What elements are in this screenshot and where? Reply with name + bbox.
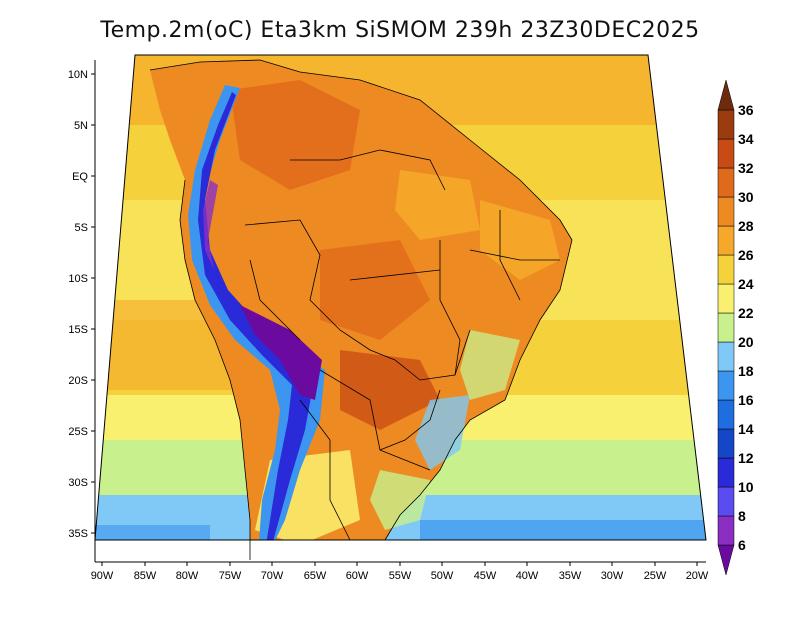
colorbar-label-24: 24 bbox=[738, 276, 754, 292]
colorbar-label-36: 36 bbox=[738, 102, 754, 118]
ocean-band-18 bbox=[420, 520, 706, 540]
latitude-axis: 10N 5N EQ 5S 10S 15S 20S 25S 30S 35S bbox=[68, 69, 95, 540]
colorbar-label-28: 28 bbox=[738, 218, 754, 234]
lon-label-80w: 80W bbox=[176, 570, 199, 582]
colorbar-labels: 6 8 10 12 14 16 18 20 22 24 26 28 30 32 … bbox=[738, 102, 754, 553]
colorbar-label-16: 16 bbox=[738, 392, 754, 408]
lon-label-40w: 40W bbox=[516, 570, 539, 582]
temperature-field bbox=[95, 55, 706, 540]
lat-label-10s: 10S bbox=[68, 273, 88, 285]
colorbar-segment-1 bbox=[717, 515, 735, 546]
colorbar-label-26: 26 bbox=[738, 247, 754, 263]
mild-region-amazon bbox=[395, 170, 480, 240]
lon-label-30w: 30W bbox=[601, 570, 624, 582]
lon-label-90w: 90W bbox=[91, 570, 114, 582]
colorbar bbox=[717, 79, 735, 576]
longitude-axis: 90W 85W 80W 75W 70W 65W 60W 55W 50W 45W … bbox=[91, 562, 709, 582]
colorbar-segment-below-min bbox=[717, 544, 735, 576]
colorbar-label-12: 12 bbox=[738, 450, 754, 466]
mild-region-uruguay bbox=[370, 470, 430, 530]
lat-label-15s: 15S bbox=[68, 324, 88, 336]
map-title: Temp.2m(oC) Eta3km SiSMOM 239h 23Z30DEC2… bbox=[100, 18, 700, 43]
lat-label-25s: 25S bbox=[68, 426, 88, 438]
lat-label-eq: EQ bbox=[72, 171, 88, 183]
lat-label-10n: 10N bbox=[68, 69, 88, 81]
lat-label-5s: 5S bbox=[75, 222, 88, 234]
colorbar-segment-5 bbox=[717, 399, 735, 430]
colorbar-segment-15 bbox=[717, 109, 735, 140]
mild-region-minas bbox=[460, 330, 520, 400]
lon-label-70w: 70W bbox=[261, 570, 284, 582]
lon-label-25w: 25W bbox=[644, 570, 667, 582]
colorbar-segment-9 bbox=[717, 283, 735, 314]
hot-region-north bbox=[230, 80, 360, 190]
hot-region-central bbox=[320, 240, 430, 340]
lat-label-20s: 20S bbox=[68, 375, 88, 387]
lon-label-55w: 55W bbox=[389, 570, 412, 582]
colorbar-label-30: 30 bbox=[738, 189, 754, 205]
lat-label-5n: 5N bbox=[74, 120, 88, 132]
colorbar-segment-6 bbox=[717, 370, 735, 401]
colorbar-segment-above-max bbox=[717, 79, 735, 111]
lon-label-50w: 50W bbox=[431, 570, 454, 582]
colorbar-label-8: 8 bbox=[738, 508, 746, 524]
colorbar-label-34: 34 bbox=[738, 131, 754, 147]
colorbar-label-32: 32 bbox=[738, 160, 754, 176]
lon-label-45w: 45W bbox=[474, 570, 497, 582]
colorbar-segment-2 bbox=[717, 486, 735, 517]
colorbar-segment-7 bbox=[717, 341, 735, 372]
lon-label-85w: 85W bbox=[134, 570, 157, 582]
colorbar-label-6: 6 bbox=[738, 537, 746, 553]
colorbar-segment-3 bbox=[717, 457, 735, 488]
colorbar-label-14: 14 bbox=[738, 421, 754, 437]
cool-region-southeast bbox=[415, 395, 470, 470]
colorbar-segment-14 bbox=[717, 138, 735, 169]
lon-label-65w: 65W bbox=[304, 570, 327, 582]
lon-label-35w: 35W bbox=[559, 570, 582, 582]
lat-label-30s: 30S bbox=[68, 477, 88, 489]
map-frame bbox=[94, 54, 707, 541]
colorbar-segment-10 bbox=[717, 254, 735, 285]
colorbar-segment-8 bbox=[717, 312, 735, 343]
political-boundaries bbox=[149, 59, 573, 560]
colorbar-segment-4 bbox=[717, 428, 735, 459]
colorbar-label-10: 10 bbox=[738, 479, 754, 495]
altiplano-coldest bbox=[240, 305, 322, 400]
lon-label-60w: 60W bbox=[346, 570, 369, 582]
colorbar-segment-13 bbox=[717, 167, 735, 198]
colorbar-label-18: 18 bbox=[738, 363, 754, 379]
lon-label-75w: 75W bbox=[219, 570, 242, 582]
lat-label-35s: 35S bbox=[68, 528, 88, 540]
colorbar-label-22: 22 bbox=[738, 305, 754, 321]
colorbar-segment-11 bbox=[717, 225, 735, 256]
andes-peru-cold bbox=[203, 180, 218, 270]
lon-label-20w: 20W bbox=[686, 570, 709, 582]
hot-region-chaco bbox=[340, 350, 440, 430]
colorbar-label-20: 20 bbox=[738, 334, 754, 350]
colorbar-segment-12 bbox=[717, 196, 735, 227]
andes-very-cold bbox=[198, 92, 315, 540]
ocean-band-18-west bbox=[95, 525, 210, 540]
